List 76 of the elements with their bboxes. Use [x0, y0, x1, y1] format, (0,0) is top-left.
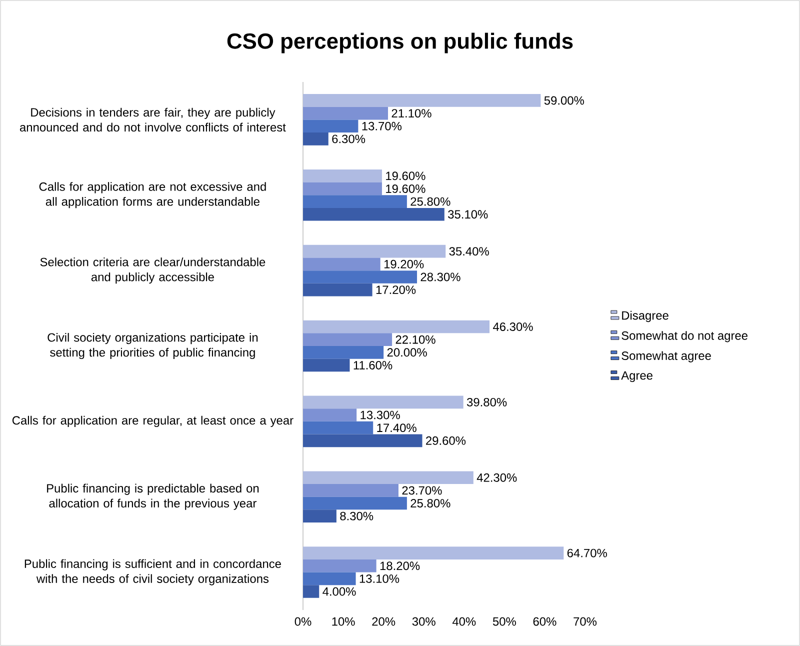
- data-label: 25.80%: [410, 499, 450, 508]
- data-label: 19.60%: [386, 184, 426, 193]
- bar: [303, 320, 490, 334]
- bar: [303, 333, 392, 346]
- y-tick-label: Public financing is predictable based on allocation of funds in the previous year: [47, 484, 259, 510]
- data-label: 17.20%: [376, 286, 416, 294]
- bar: [303, 572, 356, 586]
- bar: [303, 585, 320, 598]
- bar: [303, 346, 384, 359]
- data-label: 13.10%: [360, 574, 400, 583]
- bar: [303, 244, 446, 258]
- legend-label: Disagree: [622, 310, 668, 322]
- data-label: 42.30%: [476, 473, 517, 482]
- data-label: 59.00%: [544, 96, 584, 105]
- bar: [303, 358, 350, 372]
- data-label: 13.70%: [362, 122, 402, 130]
- bar: [303, 559, 376, 572]
- data-label: 25.80%: [410, 197, 450, 206]
- bar: [303, 496, 407, 510]
- data-label: 64.70%: [567, 548, 607, 558]
- y-tick-label: Civil society organizations participate in setting the priorities of public financing: [48, 332, 258, 360]
- bar: [303, 546, 564, 560]
- data-label: 46.30%: [493, 322, 533, 331]
- x-tick-label: 40%: [452, 617, 476, 626]
- data-label: 11.60%: [354, 360, 392, 370]
- data-label: 29.60%: [426, 436, 466, 445]
- data-label: 17.40%: [377, 424, 416, 432]
- bar: [303, 169, 382, 182]
- x-tick-label: 20%: [372, 617, 396, 626]
- bar: [303, 421, 374, 434]
- x-tick-label: 50%: [492, 617, 516, 626]
- data-label: 19.20%: [384, 260, 424, 268]
- bar: [303, 258, 380, 271]
- bar: [303, 208, 444, 221]
- x-tick-label: 70%: [574, 617, 597, 626]
- x-tick-label: 30%: [412, 617, 436, 626]
- data-label: 18.20%: [380, 562, 420, 570]
- y-tick-label: Public financing is sufficient and in concordance with the needs of civil society organizations: [24, 559, 281, 586]
- data-label: 4.00%: [322, 587, 356, 596]
- x-tick-label: 0%: [294, 617, 312, 626]
- legend-label: Somewhat agree: [622, 351, 711, 362]
- bar: [303, 484, 398, 497]
- data-label: 19.60%: [386, 172, 426, 180]
- bar: [303, 396, 464, 409]
- x-tick-label: 10%: [332, 617, 355, 626]
- y-tick-label: Decisions in tenders are fair, they are publicly announced and do not involve conflicts of interest: [20, 108, 286, 132]
- data-label: 22.10%: [396, 335, 436, 344]
- bar: [303, 510, 336, 522]
- y-tick-label: Calls for application are not excessive and all application forms are understandable: [39, 182, 266, 208]
- legend-label: Somewhat do not agree: [622, 331, 748, 342]
- bar: [303, 182, 382, 196]
- data-label: 21.10%: [392, 109, 432, 118]
- data-label: 35.10%: [448, 210, 488, 219]
- data-label: 28.30%: [420, 272, 460, 282]
- data-label: 35.40%: [449, 247, 489, 256]
- bar: [303, 434, 422, 448]
- bar: [303, 195, 407, 208]
- y-tick-label: Selection criteria are clear/understandable and publicly accessible: [40, 258, 266, 284]
- data-label: 23.70%: [402, 486, 442, 495]
- data-label: 6.30%: [332, 134, 366, 144]
- bar: [303, 408, 357, 422]
- bar: [303, 270, 418, 284]
- data-label: 39.80%: [466, 398, 507, 406]
- data-label: 13.30%: [360, 410, 400, 420]
- bar: [303, 120, 358, 133]
- data-label: 8.30%: [340, 512, 374, 520]
- legend-label: Agree: [621, 371, 652, 382]
- x-tick-label: 60%: [533, 617, 556, 626]
- chart-title: CSO perceptions on public funds: [227, 32, 573, 54]
- y-tick-label: Calls for application are regular, at least once a year: [12, 416, 294, 427]
- bar: [303, 471, 474, 484]
- data-label: 20.00%: [387, 348, 427, 357]
- bar: [303, 283, 372, 296]
- bar: [303, 132, 328, 146]
- bar: [303, 106, 388, 120]
- bar: [303, 94, 541, 107]
